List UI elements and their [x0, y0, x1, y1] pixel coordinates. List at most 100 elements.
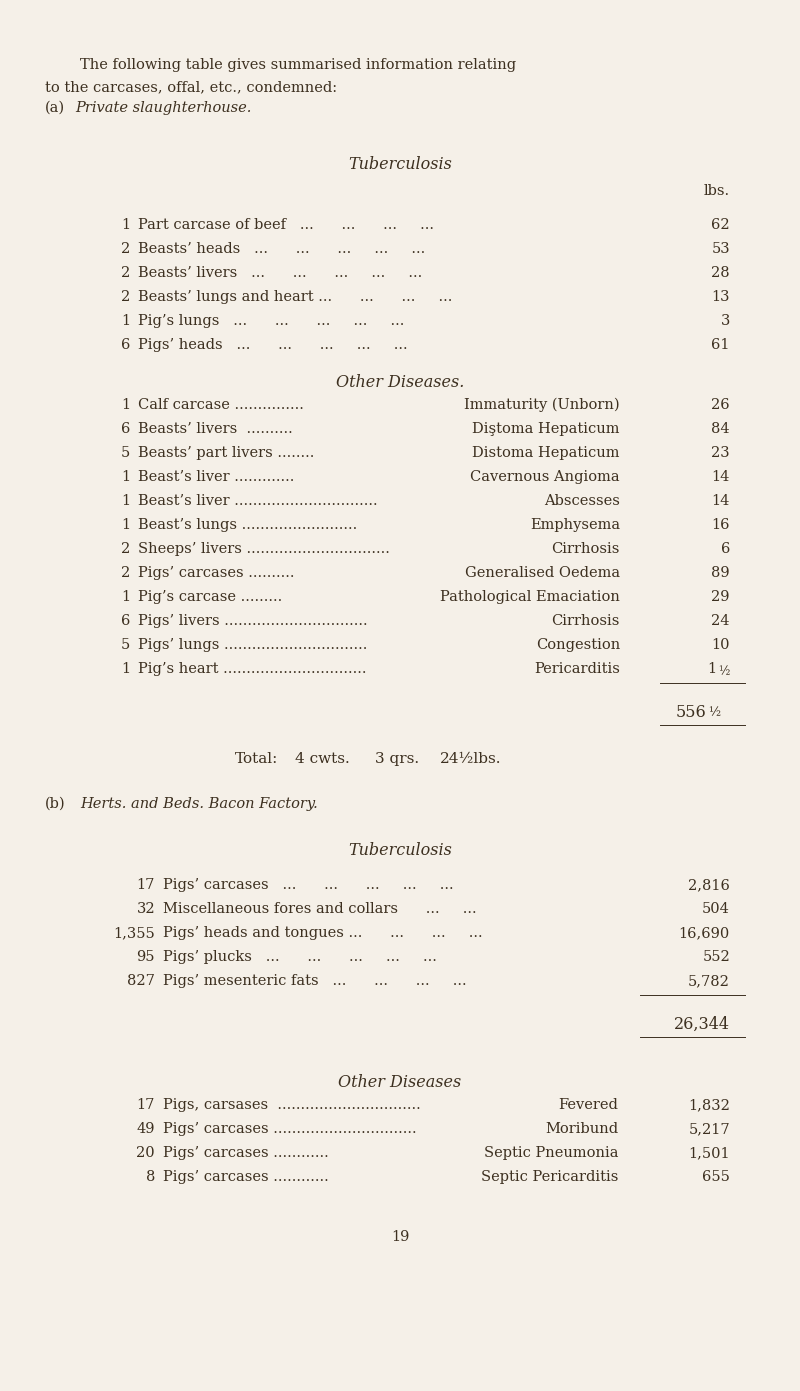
Text: 655: 655 — [702, 1170, 730, 1184]
Text: Total:: Total: — [235, 753, 278, 766]
Text: Immaturity (Unborn): Immaturity (Unborn) — [464, 398, 620, 412]
Text: 4 cwts.: 4 cwts. — [295, 753, 350, 766]
Text: lbs.: lbs. — [704, 184, 730, 198]
Text: Beasts’ livers   ...      ...      ...     ...     ...: Beasts’ livers ... ... ... ... ... — [138, 266, 422, 280]
Text: 556: 556 — [675, 704, 706, 721]
Text: Beasts’ heads   ...      ...      ...     ...     ...: Beasts’ heads ... ... ... ... ... — [138, 242, 426, 256]
Text: 1: 1 — [121, 662, 130, 676]
Text: Generalised Oedema: Generalised Oedema — [465, 566, 620, 580]
Text: 19: 19 — [391, 1230, 409, 1244]
Text: 5: 5 — [121, 638, 130, 652]
Text: Private slaughterhouse.: Private slaughterhouse. — [75, 102, 251, 115]
Text: Part carcase of beef   ...      ...      ...     ...: Part carcase of beef ... ... ... ... — [138, 218, 434, 232]
Text: Pigs’ carcases ...............................: Pigs’ carcases .........................… — [163, 1123, 417, 1136]
Text: 32: 32 — [136, 901, 155, 917]
Text: Beasts’ part livers ........: Beasts’ part livers ........ — [138, 447, 314, 460]
Text: Pig’s heart ...............................: Pig’s heart ............................… — [138, 662, 366, 676]
Text: Herts. and Beds. Bacon Factory.: Herts. and Beds. Bacon Factory. — [80, 797, 318, 811]
Text: 84: 84 — [711, 421, 730, 435]
Text: Cavernous Angioma: Cavernous Angioma — [470, 470, 620, 484]
Text: Pigs’ livers ...............................: Pigs’ livers ...........................… — [138, 613, 368, 627]
Text: 95: 95 — [137, 950, 155, 964]
Text: 5,217: 5,217 — [688, 1123, 730, 1136]
Text: Pigs, carsases  ...............................: Pigs, carsases .........................… — [163, 1097, 421, 1111]
Text: 1: 1 — [121, 218, 130, 232]
Text: to the carcases, offal, etc., condemned:: to the carcases, offal, etc., condemned: — [45, 81, 337, 95]
Text: 2: 2 — [121, 242, 130, 256]
Text: 49: 49 — [137, 1123, 155, 1136]
Text: 1: 1 — [121, 314, 130, 328]
Text: Beast’s lungs .........................: Beast’s lungs ......................... — [138, 517, 358, 531]
Text: Diştoma Hepaticum: Diştoma Hepaticum — [473, 421, 620, 435]
Text: Pericarditis: Pericarditis — [534, 662, 620, 676]
Text: 24½lbs.: 24½lbs. — [440, 753, 502, 766]
Text: (b): (b) — [45, 797, 66, 811]
Text: Beasts’ livers  ..........: Beasts’ livers .......... — [138, 421, 293, 435]
Text: Pigs’ lungs ...............................: Pigs’ lungs ............................… — [138, 638, 367, 652]
Text: 5: 5 — [121, 447, 130, 460]
Text: Pathological Emaciation: Pathological Emaciation — [440, 590, 620, 604]
Text: Pigs’ mesenteric fats   ...      ...      ...     ...: Pigs’ mesenteric fats ... ... ... ... — [163, 974, 466, 988]
Text: 504: 504 — [702, 901, 730, 917]
Text: 2: 2 — [121, 566, 130, 580]
Text: 1,832: 1,832 — [688, 1097, 730, 1111]
Text: 61: 61 — [711, 338, 730, 352]
Text: 552: 552 — [702, 950, 730, 964]
Text: 89: 89 — [711, 566, 730, 580]
Text: 6: 6 — [121, 421, 130, 435]
Text: 2: 2 — [121, 542, 130, 556]
Text: Moribund: Moribund — [545, 1123, 618, 1136]
Text: Fevered: Fevered — [558, 1097, 618, 1111]
Text: Septic Pericarditis: Septic Pericarditis — [481, 1170, 618, 1184]
Text: 1: 1 — [121, 494, 130, 508]
Text: 13: 13 — [711, 289, 730, 305]
Text: Emphysema: Emphysema — [530, 517, 620, 531]
Text: 1,501: 1,501 — [688, 1146, 730, 1160]
Text: Pigs’ heads and tongues ...      ...      ...     ...: Pigs’ heads and tongues ... ... ... ... — [163, 926, 482, 940]
Text: Pigs’ carcases   ...      ...      ...     ...     ...: Pigs’ carcases ... ... ... ... ... — [163, 878, 454, 892]
Text: Miscellaneous fores and collars      ...     ...: Miscellaneous fores and collars ... ... — [163, 901, 477, 917]
Text: 14: 14 — [712, 494, 730, 508]
Text: 26: 26 — [711, 398, 730, 412]
Text: Pig’s carcase .........: Pig’s carcase ......... — [138, 590, 282, 604]
Text: 24: 24 — [711, 613, 730, 627]
Text: Pigs’ carcases ............: Pigs’ carcases ............ — [163, 1146, 329, 1160]
Text: Other Diseases.: Other Diseases. — [336, 374, 464, 391]
Text: Pigs’ plucks   ...      ...      ...     ...     ...: Pigs’ plucks ... ... ... ... ... — [163, 950, 437, 964]
Text: 29: 29 — [711, 590, 730, 604]
Text: Tuberculosis: Tuberculosis — [348, 156, 452, 172]
Text: (a): (a) — [45, 102, 65, 115]
Text: 1: 1 — [121, 398, 130, 412]
Text: Beasts’ lungs and heart ...      ...      ...     ...: Beasts’ lungs and heart ... ... ... ... — [138, 289, 452, 305]
Text: Abscesses: Abscesses — [544, 494, 620, 508]
Text: Congestion: Congestion — [536, 638, 620, 652]
Text: 26,344: 26,344 — [674, 1015, 730, 1034]
Text: 10: 10 — [711, 638, 730, 652]
Text: Calf carcase ...............: Calf carcase ............... — [138, 398, 304, 412]
Text: Tuberculosis: Tuberculosis — [348, 842, 452, 860]
Text: 1: 1 — [121, 517, 130, 531]
Text: 23: 23 — [711, 447, 730, 460]
Text: 5,782: 5,782 — [688, 974, 730, 988]
Text: ½: ½ — [708, 707, 720, 719]
Text: 16,690: 16,690 — [678, 926, 730, 940]
Text: Pigs’ carcases ............: Pigs’ carcases ............ — [163, 1170, 329, 1184]
Text: 1: 1 — [121, 590, 130, 604]
Text: The following table gives summarised information relating: The following table gives summarised inf… — [80, 58, 516, 72]
Text: 17: 17 — [137, 1097, 155, 1111]
Text: 3: 3 — [721, 314, 730, 328]
Text: 1,355: 1,355 — [114, 926, 155, 940]
Text: Pig’s lungs   ...      ...      ...     ...     ...: Pig’s lungs ... ... ... ... ... — [138, 314, 404, 328]
Text: 28: 28 — [711, 266, 730, 280]
Text: Septic Pneumonia: Septic Pneumonia — [483, 1146, 618, 1160]
Text: 2,816: 2,816 — [688, 878, 730, 892]
Text: 6: 6 — [121, 338, 130, 352]
Text: 3 qrs.: 3 qrs. — [375, 753, 419, 766]
Text: Beast’s liver .............: Beast’s liver ............. — [138, 470, 294, 484]
Text: 53: 53 — [711, 242, 730, 256]
Text: ½: ½ — [718, 665, 730, 677]
Text: 17: 17 — [137, 878, 155, 892]
Text: Other Diseases: Other Diseases — [338, 1074, 462, 1091]
Text: 20: 20 — [136, 1146, 155, 1160]
Text: Cirrhosis: Cirrhosis — [552, 613, 620, 627]
